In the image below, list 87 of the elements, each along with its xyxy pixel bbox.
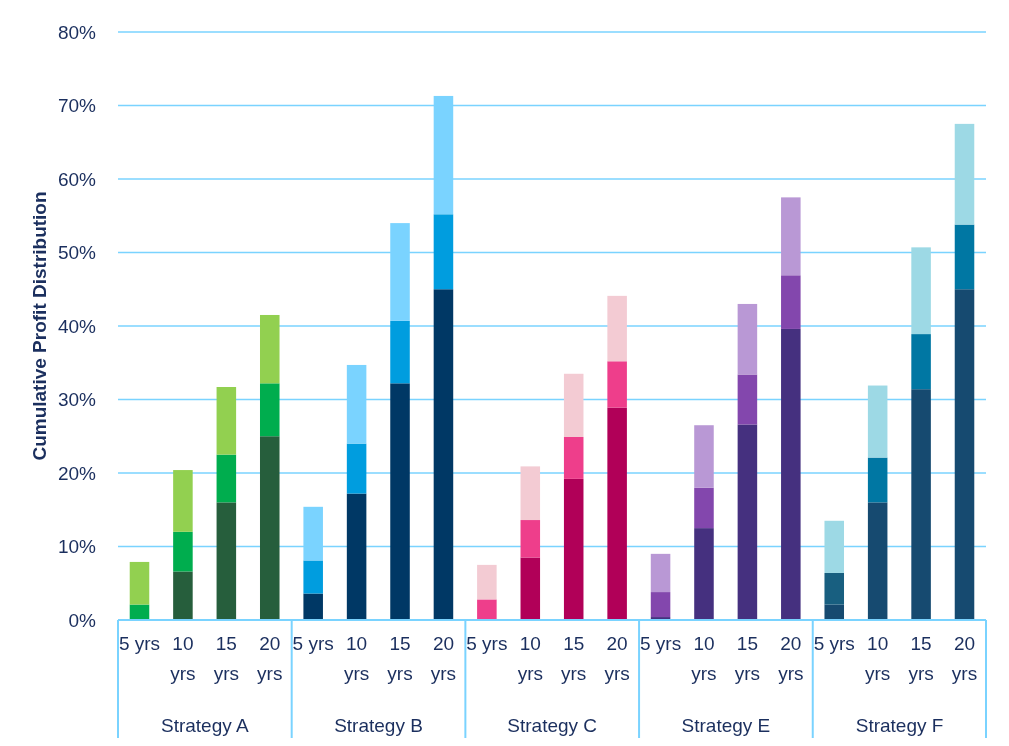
bar <box>954 224 975 290</box>
text: Strategy C <box>507 715 598 736</box>
bar <box>737 424 758 620</box>
y-tick-label: 10% <box>57 536 97 558</box>
bar <box>433 289 454 620</box>
bar <box>390 383 410 620</box>
text: Strategy E <box>681 715 771 736</box>
bar <box>433 214 454 290</box>
bar <box>520 520 541 558</box>
bar <box>216 387 237 455</box>
bar <box>173 470 193 532</box>
bar <box>911 389 931 620</box>
bar <box>173 571 193 620</box>
bar <box>607 407 627 620</box>
y-axis-title: Cumulative Profit Distribution <box>29 191 50 461</box>
x-tick-label: 5 yrs <box>292 633 334 654</box>
x-tick-label: 10 yrs <box>691 633 717 684</box>
bar <box>694 425 714 488</box>
bar <box>173 531 193 572</box>
bar <box>781 197 801 276</box>
bar <box>390 320 410 384</box>
bar <box>303 560 323 594</box>
bar <box>303 593 323 620</box>
x-tick-label: 5 yrs <box>118 633 161 654</box>
y-tick-label: 70% <box>57 95 97 117</box>
x-tick-label: 15 yrs <box>561 633 587 684</box>
x-tick-label: 20 yrs <box>430 633 457 684</box>
text: Strategy B <box>334 715 423 736</box>
x-tick-label: 15 yrs <box>908 633 934 684</box>
bar <box>477 564 497 600</box>
bar <box>563 478 584 620</box>
x-tick-label: 20 yrs <box>604 633 630 684</box>
bar <box>259 314 280 384</box>
bar <box>346 493 367 620</box>
x-tick-label: 10 yrs <box>343 633 370 684</box>
bar <box>607 295 627 362</box>
bar <box>259 383 280 437</box>
bar <box>824 604 845 620</box>
bar <box>346 443 367 494</box>
bar <box>650 592 671 618</box>
bar <box>867 457 888 503</box>
y-tick-label: 50% <box>57 242 97 264</box>
bar <box>954 123 975 225</box>
bar <box>867 502 888 620</box>
bar <box>607 361 627 408</box>
bar <box>259 436 280 620</box>
x-tick-label: 10 yrs <box>170 633 196 684</box>
bar <box>911 247 931 335</box>
x-tick-label: 10 yrs <box>517 633 543 684</box>
x-tick-label: 20 yrs <box>778 633 804 684</box>
bar <box>781 328 801 620</box>
y-tick-label: 30% <box>57 389 97 411</box>
x-tick-label: 10 yrs <box>865 633 891 684</box>
bar <box>129 561 150 605</box>
y-tick-label: 60% <box>57 168 97 190</box>
y-tick-label: 80% <box>57 21 97 43</box>
bar <box>477 599 497 620</box>
bar <box>694 528 714 620</box>
bar <box>824 520 845 573</box>
bar <box>911 334 931 390</box>
x-tick-label: 5 yrs <box>813 633 855 654</box>
bar <box>867 385 888 458</box>
y-tick-label: 0% <box>68 609 97 631</box>
x-tick-label: 20 yrs <box>257 633 283 684</box>
bar <box>650 553 671 593</box>
text: Strategy A <box>161 715 249 736</box>
bar <box>824 572 845 605</box>
bar <box>520 557 541 620</box>
bar <box>954 289 975 620</box>
bar <box>520 466 541 521</box>
bar <box>216 454 237 503</box>
bar <box>216 502 237 620</box>
x-tick-label: 15 yrs <box>734 633 761 684</box>
bar <box>694 487 714 529</box>
bar <box>737 374 758 425</box>
x-tick-label: 15 yrs <box>213 633 239 684</box>
y-tick-label: 20% <box>57 462 97 484</box>
text: Strategy F <box>855 715 944 736</box>
x-tick-label: 20 yrs <box>951 633 978 684</box>
x-tick-label: 5 yrs <box>639 633 682 654</box>
bar <box>563 436 584 479</box>
x-tick-label: 15 yrs <box>387 633 413 684</box>
bar <box>737 303 758 375</box>
bar <box>781 275 801 329</box>
x-tick-label: 5 yrs <box>466 633 508 654</box>
bar <box>563 373 584 437</box>
y-tick-label: 40% <box>57 315 97 337</box>
